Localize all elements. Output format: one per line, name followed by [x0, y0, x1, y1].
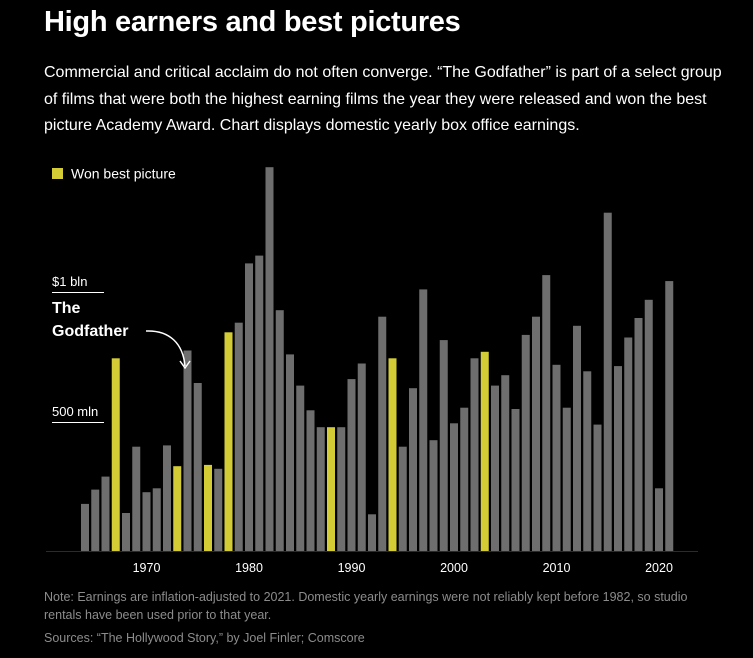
- bar-2017: [624, 337, 633, 552]
- bar-1989: [337, 427, 346, 552]
- bar-2011: [562, 407, 571, 552]
- x-tick-2000: 2000: [440, 561, 468, 575]
- bar-1975: [193, 383, 202, 552]
- bar-2004: [491, 385, 499, 552]
- annotation-line-1: The: [52, 300, 81, 317]
- bar-1974: [183, 350, 192, 552]
- bar-1979: [234, 322, 243, 552]
- x-axis-ticks: 1970 1980 1990 2000 2010 2020: [133, 561, 673, 575]
- bar-2008: [532, 316, 540, 552]
- bar-2015: [603, 212, 612, 552]
- bar-1998: [429, 440, 438, 552]
- bar-1982: [265, 167, 274, 552]
- bar-1965: [91, 489, 100, 552]
- bar-1972: [163, 445, 171, 552]
- bar-2018: [634, 318, 643, 552]
- bar-1994: [388, 358, 397, 552]
- bar-1968: [122, 513, 130, 552]
- bar-1973: [173, 466, 182, 552]
- x-tick-1970: 1970: [133, 561, 161, 575]
- bar-1971: [152, 488, 161, 552]
- bar-1970: [142, 492, 151, 552]
- x-tick-1980: 1980: [235, 561, 263, 575]
- x-tick-2020: 2020: [645, 561, 673, 575]
- x-tick-1990: 1990: [338, 561, 366, 575]
- x-tick-2010: 2010: [543, 561, 571, 575]
- legend: Won best picture: [52, 166, 176, 182]
- reference-label-500mln: 500 mln: [52, 404, 98, 419]
- bar-1981: [255, 255, 264, 552]
- legend-swatch: [52, 168, 63, 179]
- bar-1966: [101, 476, 110, 552]
- bar-1995: [398, 446, 407, 552]
- bar-2009: [542, 275, 551, 552]
- annotation-arrow: [145, 330, 186, 367]
- bar-2021: [665, 281, 674, 552]
- bar-2002: [470, 358, 479, 552]
- godfather-annotation: The Godfather: [52, 300, 191, 370]
- bar-1967: [111, 358, 120, 552]
- bar-1969: [132, 446, 141, 552]
- bar-1976: [204, 464, 212, 552]
- bar-chart: Won best picture $1 bln 500 mln The Godf…: [46, 166, 698, 575]
- reference-lines: $1 bln 500 mln: [52, 274, 104, 423]
- annotation-line-2: Godfather: [52, 323, 128, 340]
- bar-2000: [450, 423, 458, 552]
- bar-1977: [214, 468, 223, 552]
- bar-1997: [419, 289, 428, 552]
- bar-1987: [316, 427, 325, 552]
- bar-1990: [347, 379, 356, 552]
- footnote: Note: Earnings are inflation-adjusted to…: [44, 590, 688, 622]
- source-line: Sources: “The Hollywood Story,” by Joel …: [44, 631, 365, 645]
- bar-2020: [655, 488, 663, 552]
- bar-1983: [275, 310, 284, 552]
- bar-1991: [357, 363, 366, 552]
- annotation-arrowhead: [179, 360, 191, 370]
- bars: [81, 167, 674, 552]
- bar-1964: [81, 503, 89, 552]
- bar-2006: [511, 409, 520, 552]
- bar-2012: [573, 325, 581, 552]
- bar-1984: [286, 354, 294, 552]
- bar-2001: [460, 407, 469, 552]
- bar-1993: [378, 316, 387, 552]
- bar-1980: [245, 263, 253, 552]
- bar-1988: [327, 427, 335, 552]
- reference-label-1bln: $1 bln: [52, 274, 87, 289]
- bar-2010: [552, 364, 561, 552]
- bar-1996: [409, 388, 417, 552]
- bar-2019: [644, 299, 653, 552]
- chart-title: High earners and best pictures: [44, 6, 461, 38]
- bar-2005: [501, 375, 510, 552]
- bar-2013: [583, 371, 592, 552]
- bar-2007: [521, 334, 530, 552]
- bar-1992: [368, 514, 376, 552]
- bar-1986: [306, 410, 315, 552]
- bar-2003: [480, 351, 489, 552]
- bar-1978: [224, 332, 233, 552]
- bar-1999: [439, 340, 448, 552]
- bar-1985: [296, 385, 305, 552]
- chart-subtitle: Commercial and critical acclaim do not o…: [44, 64, 722, 134]
- legend-label: Won best picture: [71, 166, 176, 182]
- bar-2016: [614, 366, 622, 552]
- bar-2014: [593, 424, 602, 552]
